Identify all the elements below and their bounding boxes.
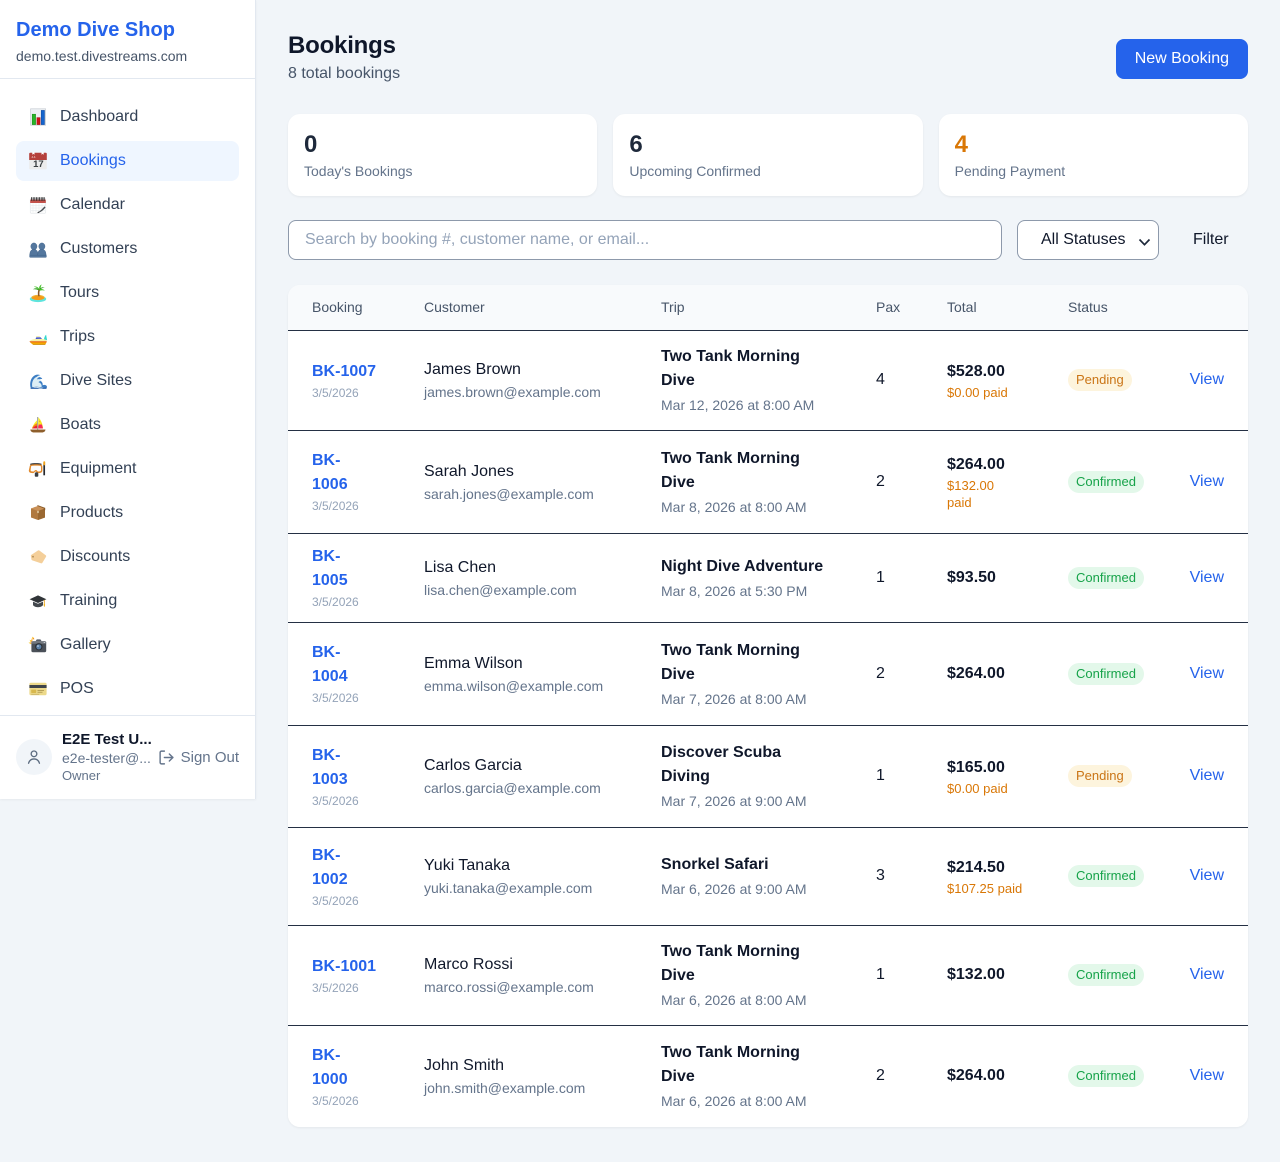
svg-text:17: 17 <box>33 159 44 170</box>
